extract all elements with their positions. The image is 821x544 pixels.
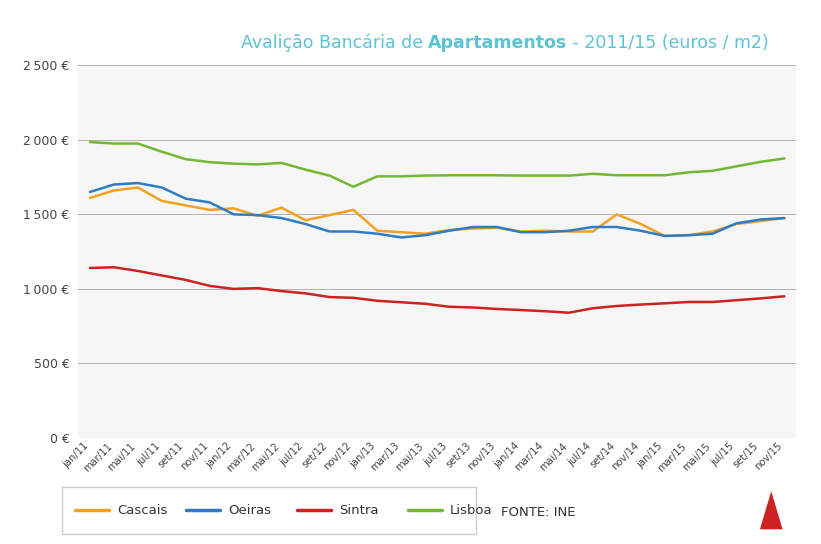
Bar — [78, 65, 796, 438]
Text: Cascais: Cascais — [117, 504, 167, 517]
Text: kw: kw — [668, 500, 693, 515]
Text: Oeiras: Oeiras — [228, 504, 271, 517]
Polygon shape — [760, 491, 782, 529]
Text: PRIME: PRIME — [728, 503, 754, 512]
Text: Lisboa: Lisboa — [450, 504, 493, 517]
Text: NA MAÇÃO: NA MAÇÃO — [790, 503, 821, 512]
Text: Apartamentos: Apartamentos — [429, 34, 567, 52]
Text: - 2011/15 (euros / m2): - 2011/15 (euros / m2) — [567, 34, 769, 52]
Text: Sintra: Sintra — [339, 504, 378, 517]
Text: Avalição Bancária de: Avalição Bancária de — [241, 34, 429, 52]
Text: FONTE: INE: FONTE: INE — [501, 506, 576, 519]
